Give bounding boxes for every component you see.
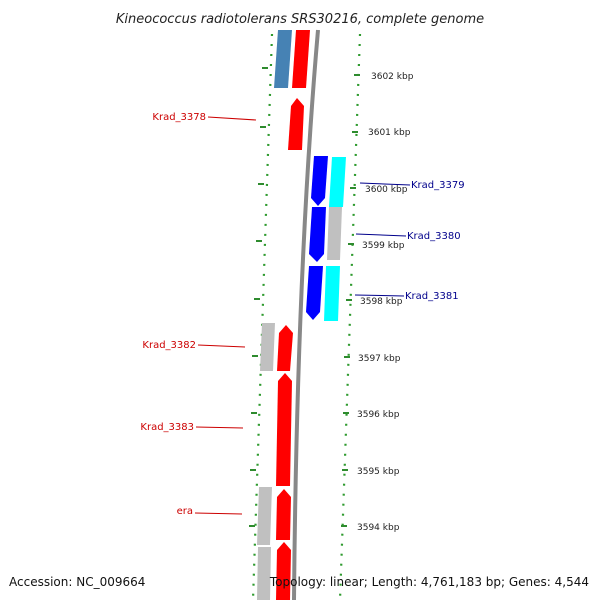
gene-arrow-forward [276,489,291,540]
tick-label: 3598 kbp [360,297,403,307]
tick-label: 3600 kbp [365,185,408,195]
cog-box-grey [260,323,275,371]
tick-label: 3602 kbp [371,72,414,82]
cog-boxes-reverse [324,157,346,321]
leader-line [354,294,405,297]
left-boundary [251,33,274,600]
genome-summary-text: Topology: linear; Length: 4,761,183 bp; … [269,575,589,589]
leader-line [207,116,257,121]
tick-label: 3597 kbp [358,354,401,364]
leader-line [195,426,244,429]
gene-label: Krad_3380 [407,231,461,242]
track-boundaries [251,33,362,600]
tick-label: 3595 kbp [357,467,400,477]
tick-label: 3594 kbp [357,523,400,533]
forward-strand-genes [276,30,310,600]
cog-box-grey [257,547,271,600]
genome-backbone [292,29,320,600]
cog-box-grey [257,487,272,545]
cog-box-steelblue [274,30,292,88]
tick-labels: 3602 kbp 3601 kbp 3600 kbp 3599 kbp 3598… [357,72,414,533]
tick-marks [249,67,360,527]
leader-line [197,344,246,348]
tick-label: 3596 kbp [357,410,400,420]
gene-label: Krad_3383 [140,422,194,433]
gene-arrow-forward [277,325,293,371]
cog-boxes-forward [257,30,292,600]
gene-arrow-forward [288,98,304,150]
right-boundary [338,33,362,600]
gene-arrow-reverse [309,207,326,262]
tick-label: 3601 kbp [368,128,411,138]
accession-text: Accession: NC_009664 [9,575,145,589]
gene-arrow-reverse [306,266,323,320]
gene-label: Krad_3382 [142,340,196,351]
gene-label: Krad_3378 [152,112,206,123]
tick-label: 3599 kbp [362,241,405,251]
cog-box-cyan [329,157,346,207]
gene-label: Krad_3381 [405,291,459,302]
cog-box-grey [327,207,342,260]
label-leaders [194,116,411,515]
gene-arrow-forward [276,373,292,486]
gene-label: Krad_3379 [411,180,465,191]
reverse-strand-genes [306,156,328,320]
gene-label: era [177,506,193,517]
gene-arrow-reverse [311,156,328,206]
map-title: Kineococcus radiotolerans SRS30216, comp… [116,12,484,27]
gene-labels: Krad_3378 Krad_3379 Krad_3380 Krad_3381 … [140,112,464,517]
leader-line [355,233,407,237]
leader-line [194,512,243,515]
gene-arrow-forward [292,30,310,88]
leader-line [359,182,411,186]
gene-arrow-forward [276,542,291,600]
cog-box-cyan [324,266,340,321]
